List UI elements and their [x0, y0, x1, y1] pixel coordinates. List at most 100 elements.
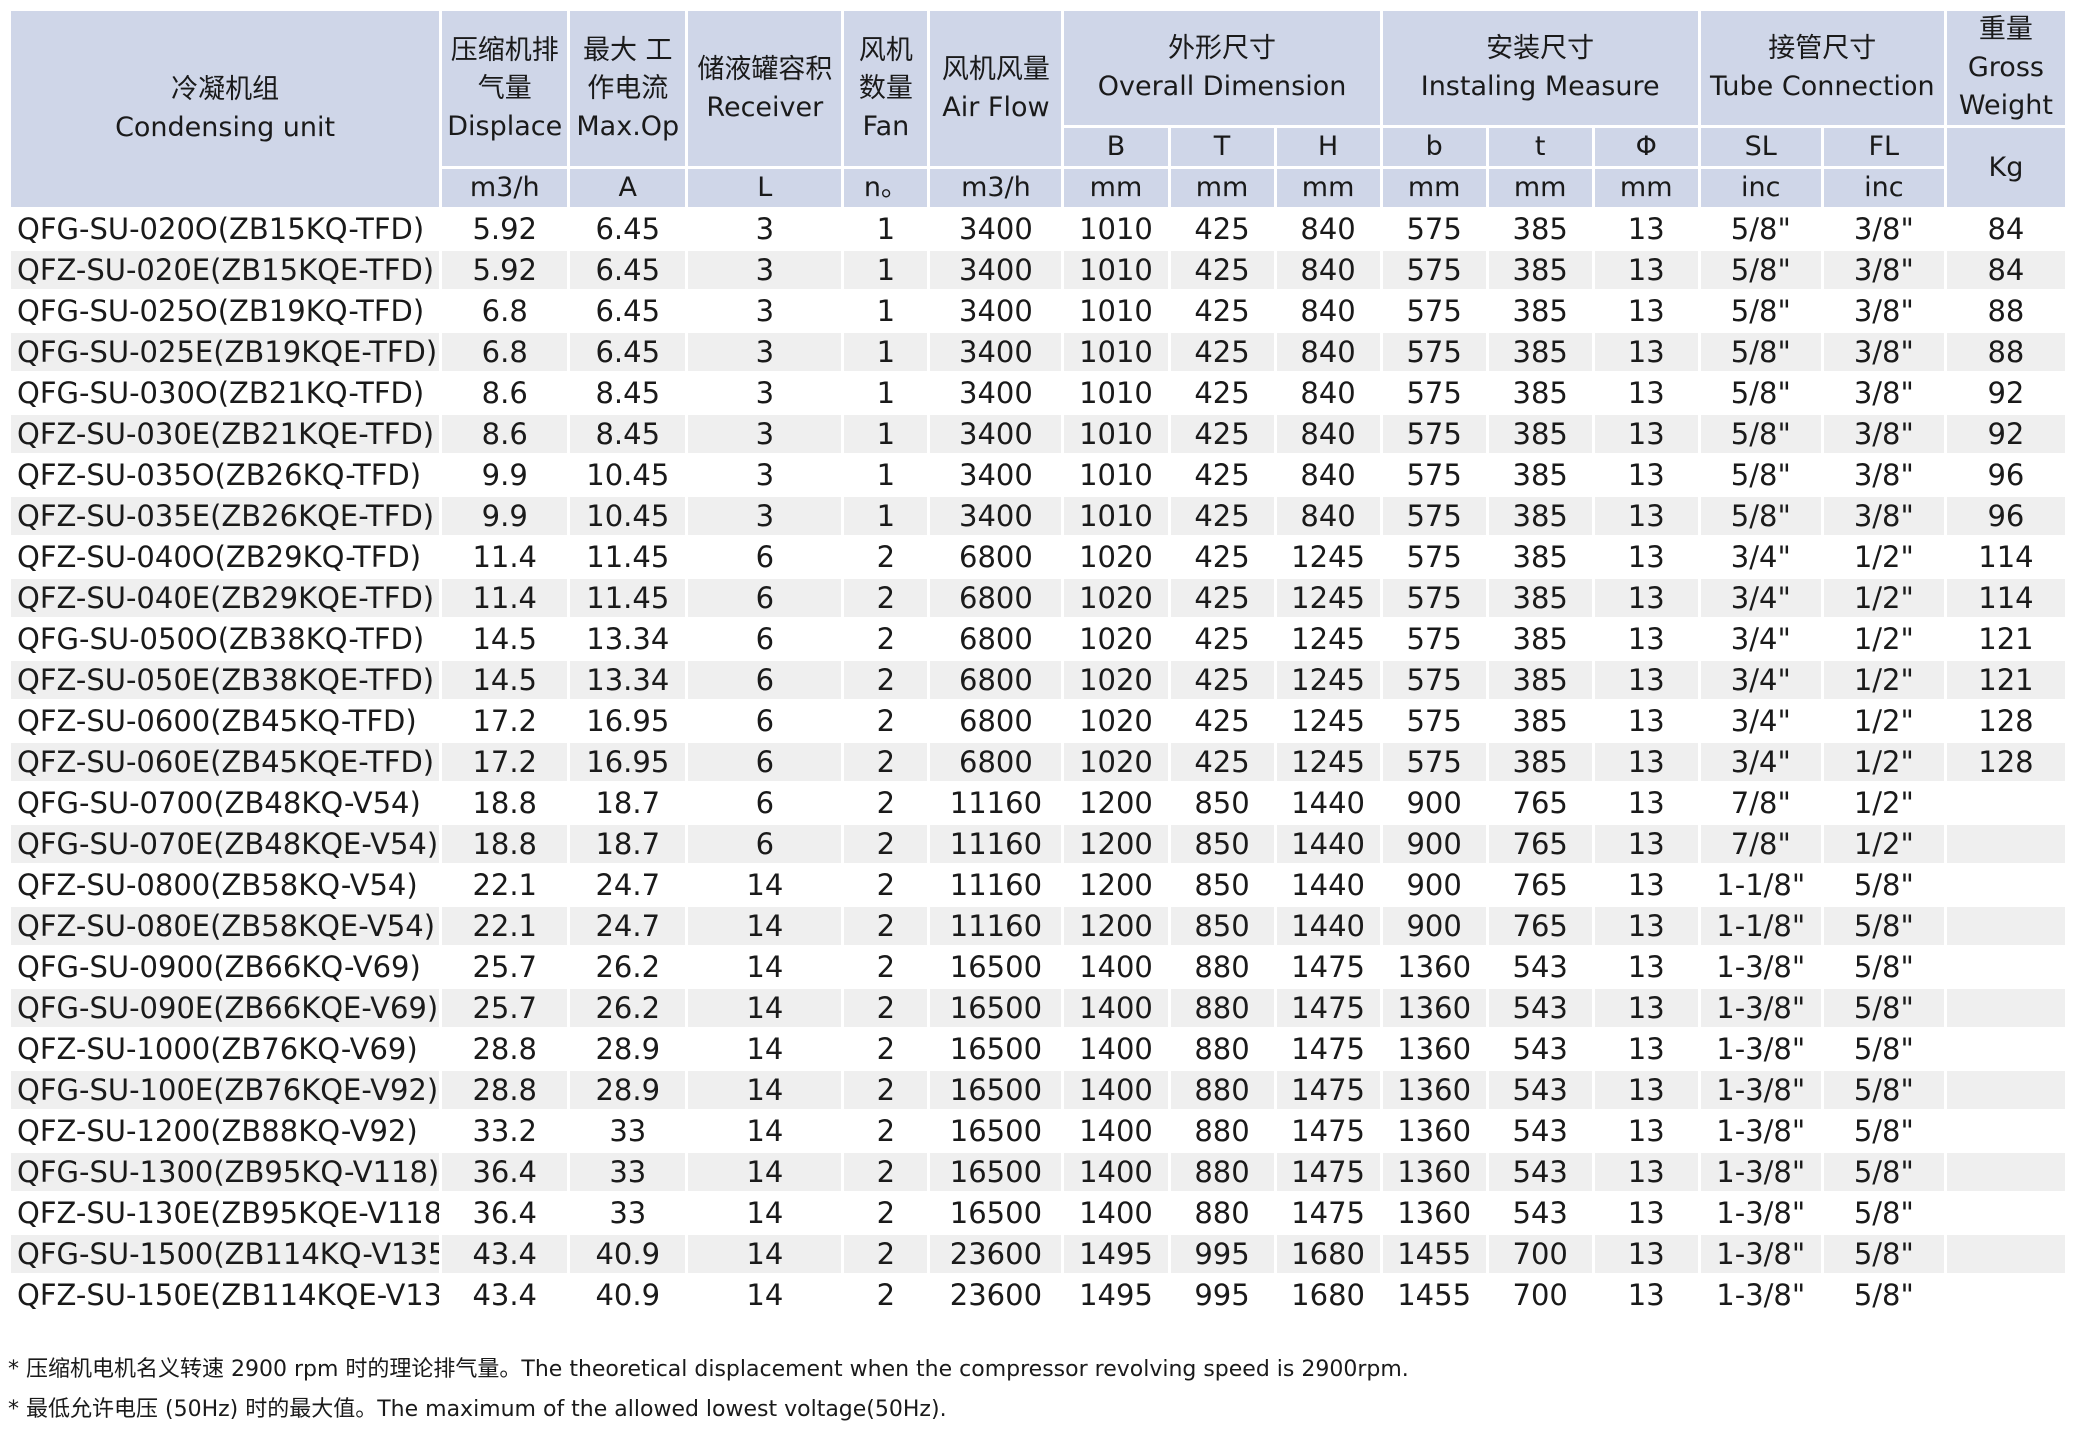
table-cell: 2 [844, 784, 928, 822]
footnote-displacement: * 压缩机电机名义转速 2900 rpm 时的理论排气量。The theoret… [8, 1357, 1409, 1382]
table-cell: 2 [844, 743, 928, 781]
table-cell: 13 [1594, 374, 1698, 412]
table-row: QFZ-SU-080E(ZB58KQE-V54) 22.1 24.7 14 2 11160… [11, 907, 2065, 945]
table-cell: 880 [1170, 948, 1274, 986]
table-cell: 1360 [1382, 989, 1486, 1027]
table-cell: 2 [844, 907, 928, 945]
header-weight-en1: Gross [1967, 52, 2044, 83]
table-cell: 1440 [1276, 825, 1380, 863]
table-cell: 700 [1488, 1235, 1592, 1273]
table-cell: 13 [1594, 579, 1698, 617]
table-cell: 33 [570, 1153, 686, 1191]
header-model: 冷凝机组 Condensing unit [11, 11, 440, 207]
table-cell: 1680 [1276, 1276, 1380, 1314]
table-cell: 3/8" [1823, 374, 1944, 412]
table-cell: 1/2" [1823, 784, 1944, 822]
model-cell: QFG-SU-030O(ZB21KQ-TFD) [11, 374, 440, 412]
model-cell: QFG-SU-070E(ZB48KQE-V54) [11, 825, 440, 863]
table-cell: 13 [1594, 1071, 1698, 1109]
table-cell: 1245 [1276, 620, 1380, 658]
table-cell: 26.2 [570, 948, 686, 986]
table-cell: 2 [844, 538, 928, 576]
table-cell [1946, 1194, 2065, 1232]
table-row: QFZ-SU-1200(ZB88KQ-V92) 33.2 33 14 2 16500 140… [11, 1112, 2065, 1150]
table-cell: 1020 [1064, 538, 1168, 576]
table-cell: 1200 [1064, 907, 1168, 945]
table-cell: 2 [844, 1071, 928, 1109]
table-cell: 1-3/8" [1700, 1071, 1821, 1109]
table-cell: 575 [1382, 661, 1486, 699]
table-cell: 2 [844, 1112, 928, 1150]
table-cell: 14 [688, 989, 842, 1027]
table-cell: 1400 [1064, 989, 1168, 1027]
table-cell: 900 [1382, 866, 1486, 904]
table-cell: 6 [688, 661, 842, 699]
header-displace-en: Displace [447, 110, 563, 142]
table-cell: 1475 [1276, 1071, 1380, 1109]
table-cell: 3 [688, 456, 842, 494]
table-cell: 25.7 [442, 989, 568, 1027]
table-cell [1946, 1153, 2065, 1191]
table-cell: 114 [1946, 579, 2065, 617]
table-cell [1946, 1112, 2065, 1150]
table-cell: 88 [1946, 292, 2065, 330]
table-cell: 16500 [930, 1071, 1062, 1109]
table-cell: 3400 [930, 333, 1062, 371]
table-cell: 2 [844, 948, 928, 986]
table-cell: 840 [1276, 333, 1380, 371]
table-cell: 13 [1594, 292, 1698, 330]
table-cell: 5/8" [1700, 374, 1821, 412]
table-cell: 1680 [1276, 1235, 1380, 1273]
table-cell: 6.45 [570, 210, 686, 248]
table-cell: 13 [1594, 456, 1698, 494]
table-cell: 1/2" [1823, 538, 1944, 576]
table-cell: 425 [1170, 292, 1274, 330]
table-cell: 1360 [1382, 948, 1486, 986]
table-cell: 575 [1382, 333, 1486, 371]
model-cell: QFZ-SU-035O(ZB26KQ-TFD) [11, 456, 440, 494]
table-cell: 7/8" [1700, 825, 1821, 863]
table-cell: 3/4" [1700, 661, 1821, 699]
table-cell: 1475 [1276, 948, 1380, 986]
header-unit-fan: n。 [844, 169, 928, 207]
table-cell: 425 [1170, 620, 1274, 658]
table-cell: 6.8 [442, 292, 568, 330]
table-cell: 5/8" [1823, 1071, 1944, 1109]
table-cell: 18.7 [570, 825, 686, 863]
table-cell: 13 [1594, 415, 1698, 453]
table-cell: 1020 [1064, 620, 1168, 658]
table-cell: 84 [1946, 251, 2065, 289]
table-cell: 425 [1170, 251, 1274, 289]
table-cell: 13 [1594, 1235, 1698, 1273]
table-cell: 1-3/8" [1700, 1194, 1821, 1232]
table-cell: 24.7 [570, 907, 686, 945]
table-cell: 880 [1170, 989, 1274, 1027]
table-cell: 6800 [930, 743, 1062, 781]
table-row: QFZ-SU-035O(ZB26KQ-TFD) 9.9 10.45 3 1 3400 101… [11, 456, 2065, 494]
table-cell: 840 [1276, 456, 1380, 494]
model-cell: QFZ-SU-1000(ZB76KQ-V69) [11, 1030, 440, 1068]
table-cell: 10.45 [570, 497, 686, 535]
table-cell: 1 [844, 456, 928, 494]
table-cell: 5/8" [1823, 1112, 1944, 1150]
table-cell: 13 [1594, 784, 1698, 822]
table-cell: 840 [1276, 374, 1380, 412]
table-cell: 1495 [1064, 1276, 1168, 1314]
table-cell: 1245 [1276, 579, 1380, 617]
table-cell: 3400 [930, 497, 1062, 535]
table-cell: 543 [1488, 1112, 1592, 1150]
table-cell: 1360 [1382, 1194, 1486, 1232]
table-cell: 11.4 [442, 579, 568, 617]
model-cell: QFG-SU-025O(ZB19KQ-TFD) [11, 292, 440, 330]
table-cell: 1440 [1276, 866, 1380, 904]
table-cell: 1400 [1064, 1194, 1168, 1232]
table-cell: 1360 [1382, 1153, 1486, 1191]
table-cell: 13 [1594, 948, 1698, 986]
model-cell: QFZ-SU-080E(ZB58KQE-V54) [11, 907, 440, 945]
table-cell: 9.9 [442, 497, 568, 535]
table-cell: 6800 [930, 620, 1062, 658]
table-cell: 8.45 [570, 374, 686, 412]
table-row: QFG-SU-100E(ZB76KQE-V92) 28.8 28.9 14 2 16500… [11, 1071, 2065, 1109]
table-cell: 1440 [1276, 784, 1380, 822]
table-cell: 1010 [1064, 415, 1168, 453]
